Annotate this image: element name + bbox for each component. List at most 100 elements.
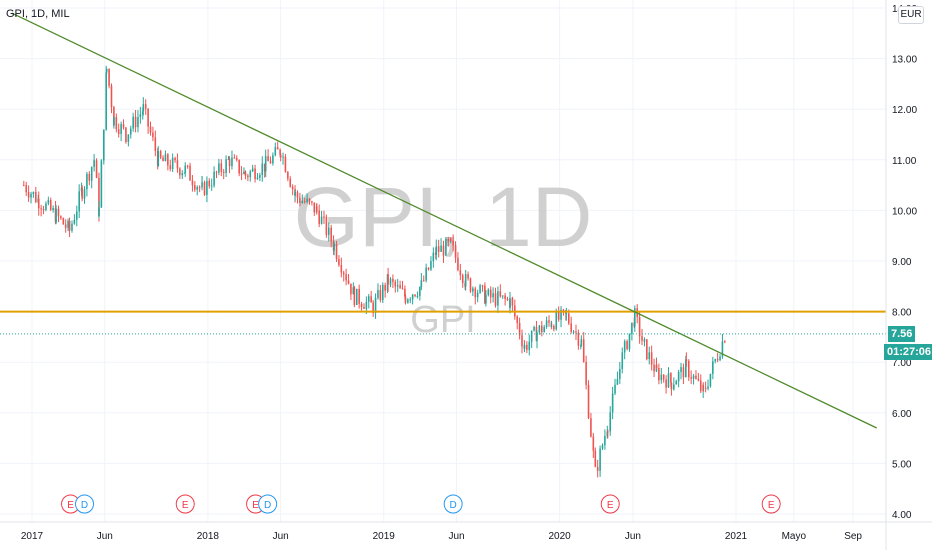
candle-body [291, 186, 294, 190]
candle-body [60, 216, 62, 219]
candle-body [40, 208, 42, 210]
candle-body [215, 171, 218, 173]
candle-body [704, 387, 707, 389]
symbol-legend[interactable]: GPI, 1D, MIL [6, 8, 70, 20]
earnings-event-marker[interactable]: E [600, 494, 620, 514]
candle-body [536, 332, 538, 342]
candle-body [335, 244, 338, 260]
candle-body [411, 294, 414, 300]
candle-body [447, 238, 450, 242]
candle-body [587, 384, 590, 419]
candle-body [325, 216, 328, 235]
candle-body [235, 157, 238, 160]
candle-body [144, 104, 147, 109]
candle-body [454, 245, 457, 258]
candle-body [577, 332, 580, 346]
dividend-event-marker[interactable]: D [75, 494, 95, 514]
earnings-event-marker[interactable]: E [61, 494, 81, 514]
candle-body [533, 326, 535, 331]
candle-body [287, 172, 289, 179]
candle-body [501, 295, 504, 297]
earnings-event-marker[interactable]: E [761, 494, 781, 514]
candle-body [83, 189, 86, 199]
candle-body [409, 299, 412, 301]
candle-body [506, 299, 509, 301]
time-tick-label: Mayo [782, 531, 807, 542]
candle-body [461, 275, 464, 284]
candle-body [358, 288, 360, 304]
candle-body [606, 431, 609, 437]
dividend-event-marker[interactable]: D [258, 494, 278, 514]
candle-body [318, 210, 320, 224]
candle-body [330, 227, 332, 242]
candle-body [159, 151, 162, 158]
candle-body [323, 216, 325, 218]
candle-body [582, 339, 585, 363]
dividend-event-marker[interactable]: D [443, 494, 463, 514]
candle-body [682, 367, 685, 378]
candle-body [306, 198, 308, 203]
candle-body [485, 295, 487, 304]
price-tick-label: 11.00 [892, 156, 917, 167]
candle-body [342, 272, 345, 275]
candle-body [196, 187, 199, 190]
candle-body [352, 287, 355, 295]
candle-body [572, 331, 575, 333]
candle-body [49, 200, 52, 210]
candle-body [171, 157, 174, 170]
candle-body [57, 208, 60, 217]
candle-body [115, 117, 118, 130]
candle-body [504, 295, 506, 300]
earnings-event-marker[interactable]: E [175, 494, 195, 514]
candle-body [445, 238, 447, 256]
candle-body [422, 280, 425, 282]
currency-button[interactable]: EUR [898, 6, 924, 24]
candle-body [389, 278, 392, 285]
candle-body [511, 297, 514, 306]
time-tick-label: 2018 [197, 531, 220, 542]
candle-body [71, 223, 73, 231]
candle-body [518, 322, 521, 336]
candle-body [353, 287, 356, 305]
price-tick-label: 9.00 [892, 257, 912, 268]
candle-body [467, 274, 469, 279]
candle-body [567, 313, 570, 324]
time-tick-label: 2021 [725, 531, 748, 542]
candle-body [497, 291, 499, 306]
candle-body [469, 278, 472, 292]
last-price-label: 7.56 [888, 325, 916, 342]
candle-body [449, 238, 452, 241]
time-tick-label: Jun [97, 531, 113, 542]
candle-body [621, 364, 624, 370]
candle-body [481, 285, 484, 287]
candle-body [139, 114, 142, 118]
candle-body [251, 168, 254, 172]
event-letter: D [264, 500, 271, 511]
candle-body [646, 339, 648, 360]
candle-body [222, 171, 225, 173]
candle-body [628, 333, 631, 350]
candle-body [528, 341, 531, 350]
event-circle [258, 494, 278, 514]
candle-body [459, 270, 462, 276]
candle-body [289, 178, 292, 187]
candle-body [350, 283, 352, 295]
candle-body [365, 301, 368, 309]
candle-body [137, 117, 139, 128]
candle-body [75, 211, 78, 220]
candle-body [609, 412, 612, 432]
candle-body [721, 341, 724, 357]
candle-body [125, 136, 127, 142]
candle-body [149, 126, 152, 133]
candle-body [655, 364, 658, 369]
candle-body [203, 182, 206, 195]
candle-body [658, 368, 660, 381]
candle-body [579, 345, 582, 347]
candle-body [301, 200, 304, 203]
candle-body [707, 386, 709, 389]
candle-body [394, 281, 397, 287]
candle-body [98, 177, 100, 217]
candle-body [244, 171, 247, 176]
candle-body [474, 288, 477, 298]
